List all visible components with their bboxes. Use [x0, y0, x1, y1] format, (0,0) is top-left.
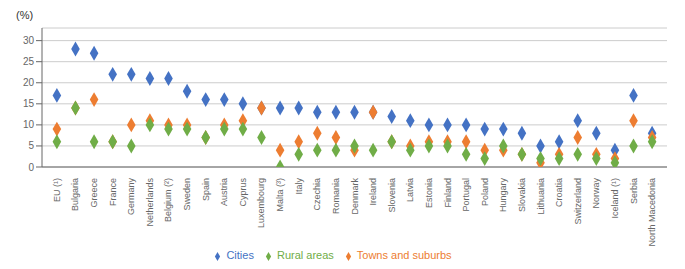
svg-text:Spain: Spain: [201, 178, 211, 201]
svg-text:Iceland (¹): Iceland (¹): [610, 178, 620, 219]
svg-text:10: 10: [23, 119, 35, 130]
svg-text:Italy: Italy: [294, 178, 304, 195]
svg-text:Romania: Romania: [331, 178, 341, 214]
svg-text:North Macedonia: North Macedonia: [647, 178, 657, 247]
svg-text:Netherlands: Netherlands: [145, 178, 155, 227]
svg-text:Czechia: Czechia: [312, 178, 322, 211]
svg-text:Denmark: Denmark: [350, 178, 360, 215]
svg-text:Poland: Poland: [480, 178, 490, 206]
svg-text:Ireland: Ireland: [368, 178, 378, 206]
svg-text:Lithuania: Lithuania: [536, 178, 546, 215]
svg-text:20: 20: [23, 77, 35, 88]
svg-text:Croatia: Croatia: [554, 178, 564, 207]
svg-text:Greece: Greece: [89, 178, 99, 208]
svg-text:Hungary: Hungary: [498, 178, 508, 213]
svg-text:Serbia: Serbia: [629, 178, 639, 204]
svg-text:15: 15: [23, 98, 35, 109]
svg-text:Switzerland: Switzerland: [573, 178, 583, 225]
svg-text:Luxembourg: Luxembourg: [256, 178, 266, 228]
svg-text:Finland: Finland: [443, 178, 453, 208]
svg-text:Slovenia: Slovenia: [387, 178, 397, 213]
svg-text:25: 25: [23, 56, 35, 67]
svg-text:Belgium (²): Belgium (²): [163, 178, 173, 222]
svg-text:Austria: Austria: [219, 178, 229, 206]
html-text:Cities: Cities: [226, 249, 254, 261]
svg-text:Sweden: Sweden: [182, 178, 192, 211]
svg-text:Germany: Germany: [126, 178, 136, 216]
svg-text:Slovakia: Slovakia: [517, 178, 527, 212]
svg-text:Latvia: Latvia: [405, 178, 415, 202]
svg-text:5: 5: [28, 140, 34, 151]
svg-text:Norway: Norway: [591, 178, 601, 209]
svg-text:France: France: [108, 178, 118, 206]
svg-text:EU (¹): EU (¹): [52, 178, 62, 202]
html-text:Towns and suburbs: Towns and suburbs: [356, 249, 452, 261]
svg-text:Cyprus: Cyprus: [238, 178, 248, 207]
svg-text:Malta (³): Malta (³): [275, 178, 285, 212]
html-text:Rural areas: Rural areas: [276, 249, 334, 261]
svg-text:30: 30: [23, 35, 35, 46]
svg-text:0: 0: [28, 162, 34, 173]
svg-text:Bulgaria: Bulgaria: [70, 178, 80, 211]
svg-text:Estonia: Estonia: [424, 178, 434, 208]
svg-text:Portugal: Portugal: [461, 178, 471, 212]
